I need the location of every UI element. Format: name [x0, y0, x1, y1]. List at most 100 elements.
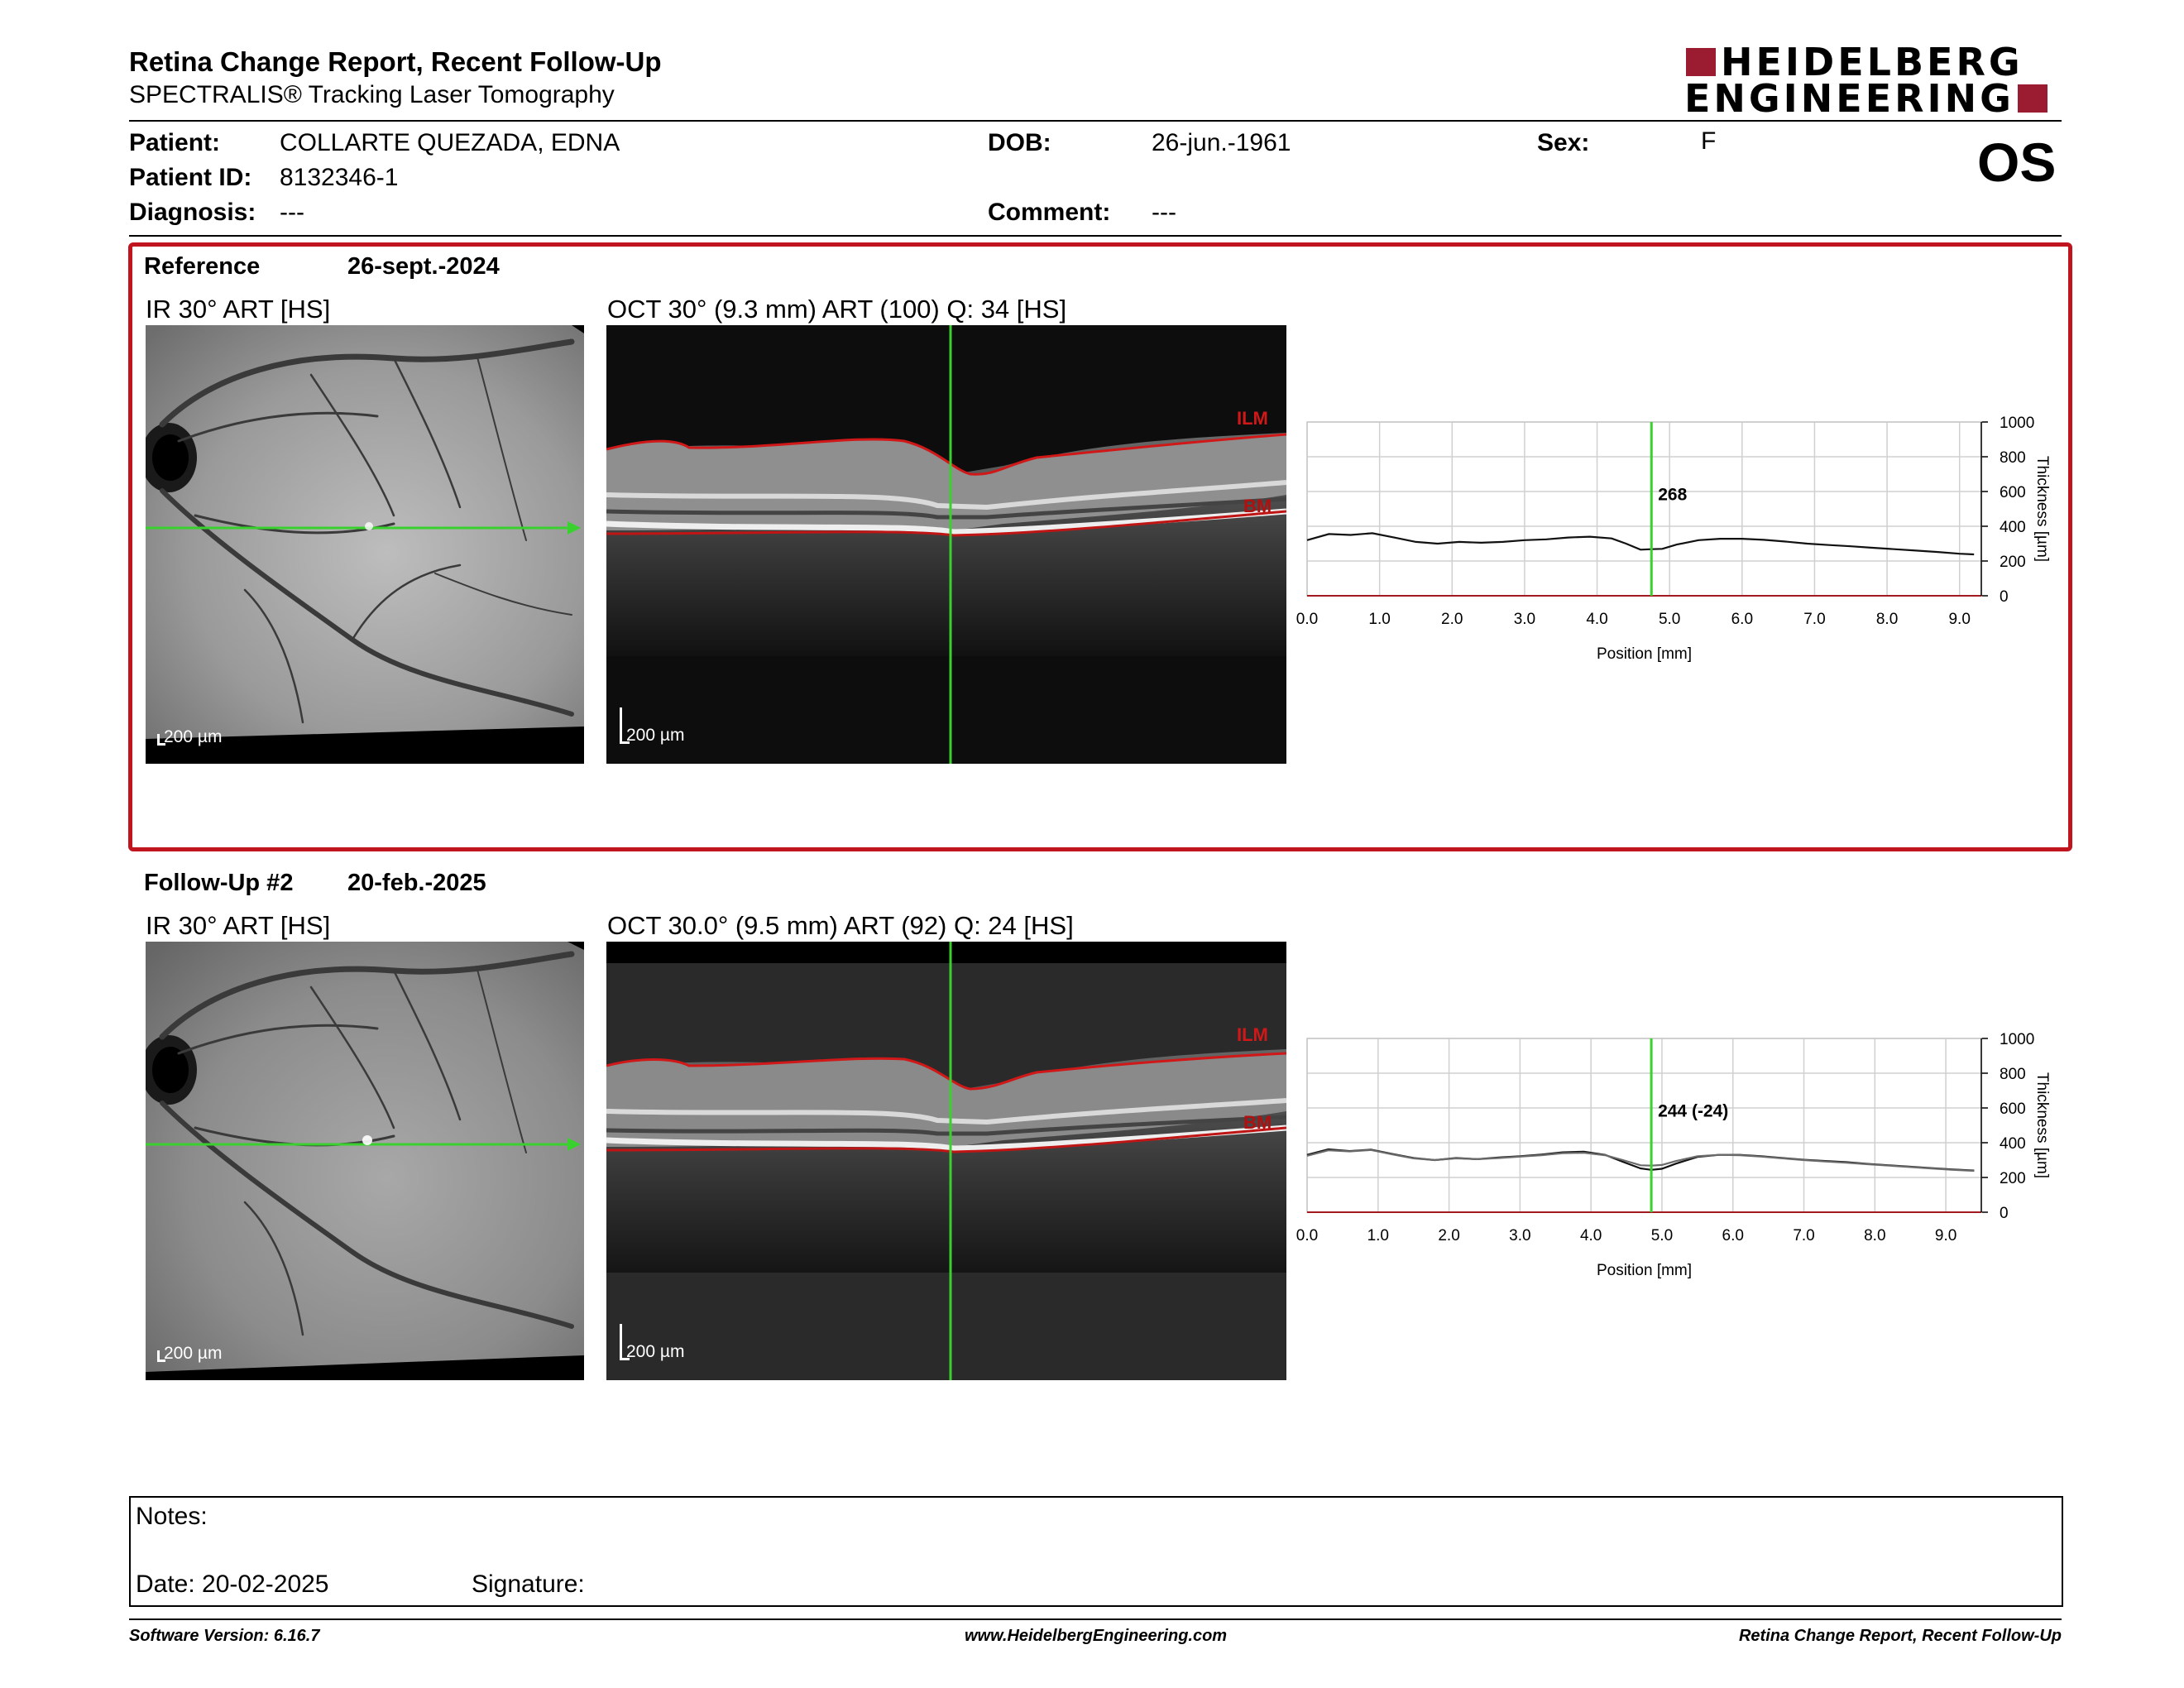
- signature-label: Signature:: [472, 1571, 585, 1598]
- reference-chart-xtick-label: 1.0: [1368, 611, 1390, 628]
- followup-chart-xtick-label: 3.0: [1509, 1227, 1530, 1244]
- reference-chart-series-line: [1306, 532, 1975, 556]
- patient-id-label: Patient ID:: [129, 164, 252, 191]
- followup-chart-xtick-label: 9.0: [1935, 1227, 1956, 1244]
- followup-thickness-chart: 0.0 1.0 2.0 3.0 4.0 5.0 6.0 7.0 8.0 9.0 0 200 400 600…: [1296, 1031, 2051, 1279]
- followup-ir-scalebar: [157, 1350, 160, 1362]
- followup-chart-series-line: [1306, 1148, 1975, 1172]
- reference-oct-scalebar: [620, 707, 622, 744]
- reference-chart-ytick-label: 0: [2000, 588, 2009, 606]
- followup-date: 20-feb.-2025: [347, 870, 486, 896]
- notes-date: Date: 20-02-2025: [136, 1571, 329, 1598]
- followup-ilm-label: ILM: [1237, 1024, 1268, 1045]
- reference-chart-xtick-label: 7.0: [1803, 611, 1825, 628]
- comment-value: ---: [1152, 199, 1176, 226]
- reference-chart-ytick-label: 200: [2000, 554, 2026, 571]
- followup-oct-label: OCT 30.0° (9.5 mm) ART (92) Q: 24 [HS]: [607, 911, 1074, 940]
- reference-oct-scale: 200 µm: [626, 726, 685, 745]
- reference-chart-ytick-label: 600: [2000, 484, 2026, 501]
- reference-label: Reference: [144, 253, 261, 280]
- reference-chart-cursor-label: 268: [1658, 486, 1687, 505]
- followup-chart-plot-frame: [1306, 1038, 1982, 1213]
- followup-chart-ytick-label: 1000: [2000, 1031, 2034, 1048]
- reference-chart-ytick-label: 1000: [2000, 415, 2034, 432]
- followup-chart-ytick-label: 600: [2000, 1101, 2026, 1118]
- reference-bm-label: BM: [1243, 496, 1272, 516]
- comment-label: Comment:: [988, 199, 1111, 226]
- diagnosis-label: Diagnosis:: [129, 199, 256, 226]
- followup-oct-image: ILM BM 200 µm: [606, 942, 1286, 1380]
- patient-label: Patient:: [129, 129, 221, 156]
- followup-chart-xlabel: Position [mm]: [1597, 1262, 1692, 1279]
- followup-oct-scalebar: [620, 1324, 622, 1360]
- followup-chart-xtick-label: 0.0: [1296, 1227, 1318, 1244]
- followup-chart-ylabel: Thickness [µm]: [2033, 1072, 2051, 1178]
- followup-chart-cursor-label: 244 (-24): [1658, 1102, 1728, 1121]
- followup-chart-ytick-label: 800: [2000, 1066, 2026, 1083]
- reference-chart-ylabel: Thickness [µm]: [2033, 456, 2051, 562]
- reference-ilm-label: ILM: [1237, 408, 1268, 429]
- reference-chart-xtick-label: 5.0: [1659, 611, 1680, 628]
- followup-chart-xtick-label: 5.0: [1651, 1227, 1673, 1244]
- reference-ir-label: IR 30° ART [HS]: [146, 295, 331, 324]
- sex-label: Sex:: [1537, 129, 1590, 156]
- reference-chart-xtick-label: 9.0: [1948, 611, 1970, 628]
- reference-ir-scale: 200 µm: [164, 727, 223, 746]
- eye-indicator: OS: [1977, 132, 2057, 193]
- reference-chart-xtick-label: 3.0: [1514, 611, 1535, 628]
- reference-oct-label: OCT 30° (9.3 mm) ART (100) Q: 34 [HS]: [607, 295, 1067, 324]
- notes-box[interactable]: Notes: Date: 20-02-2025 Signature:: [129, 1496, 2063, 1607]
- followup-chart-xtick-label: 1.0: [1367, 1227, 1389, 1244]
- diagnosis-value: ---: [280, 199, 304, 226]
- footer-software-version: Software Version: 6.16.7: [129, 1627, 320, 1645]
- followup-chart-xtick-label: 4.0: [1580, 1227, 1602, 1244]
- followup-chart-ytick-label: 200: [2000, 1170, 2026, 1187]
- followup-chart-xtick-label: 6.0: [1722, 1227, 1744, 1244]
- reference-chart-xtick-label: 8.0: [1876, 611, 1898, 628]
- reference-chart-plot-frame: [1306, 421, 1982, 597]
- followup-chart-xtick-label: 7.0: [1793, 1227, 1814, 1244]
- reference-chart-ytick-label: 800: [2000, 449, 2026, 467]
- reference-date: 26-sept.-2024: [347, 253, 500, 280]
- header-divider: [129, 120, 2062, 122]
- reference-ir-scalebar-h: [157, 743, 165, 746]
- patient-id-value: 8132346-1: [280, 164, 399, 191]
- followup-chart-xtick-label: 2.0: [1438, 1227, 1459, 1244]
- reference-chart-xtick-label: 6.0: [1731, 611, 1753, 628]
- patient-divider: [129, 235, 2062, 237]
- footer-report-name: Retina Change Report, Recent Follow-Up: [1738, 1627, 2062, 1645]
- sex-value: F: [1701, 127, 1717, 155]
- reference-chart-xtick-label: 0.0: [1296, 611, 1318, 628]
- reference-chart-xtick-label: 2.0: [1441, 611, 1463, 628]
- logo-square-left: [1686, 48, 1716, 76]
- notes-label: Notes:: [136, 1503, 208, 1530]
- logo-line2: ENGINEERING: [1684, 76, 2014, 121]
- dob-label: DOB:: [988, 129, 1051, 156]
- followup-chart-ytick-label: 400: [2000, 1135, 2026, 1153]
- followup-chart-xtick-label: 8.0: [1864, 1227, 1885, 1244]
- reference-chart-xtick-label: 4.0: [1586, 611, 1607, 628]
- footer-divider: [129, 1618, 2062, 1620]
- followup-oct-scale: 200 µm: [626, 1342, 685, 1361]
- followup-ir-scalebar-h: [157, 1360, 165, 1362]
- reference-frame: [128, 242, 2072, 851]
- reference-chart-ytick-label: 400: [2000, 519, 2026, 536]
- followup-ir-label: IR 30° ART [HS]: [146, 911, 331, 940]
- reference-oct-scalebar-h: [620, 741, 630, 744]
- followup-bm-label: BM: [1243, 1112, 1272, 1133]
- reference-thickness-chart: 0.0 1.0 2.0 3.0 4.0 5.0 6.0 7.0 8.0 9.0 0 200 400 600…: [1296, 415, 2051, 663]
- followup-label: Follow-Up #2: [144, 870, 294, 896]
- footer-website[interactable]: www.HeidelbergEngineering.com: [965, 1627, 1228, 1645]
- followup-chart-ytick-label: 0: [2000, 1205, 2009, 1222]
- dob-value: 26-jun.-1961: [1152, 129, 1291, 156]
- followup-chart-series-line: [1306, 1149, 1975, 1172]
- logo-square-right: [2017, 84, 2048, 113]
- logo-line1: HEIDELBERG: [1721, 40, 2024, 84]
- followup-ir-scale: 200 µm: [164, 1344, 223, 1363]
- reference-ir-scalebar: [157, 734, 160, 746]
- followup-ir-image: 200 µm: [146, 942, 584, 1380]
- reference-chart-xlabel: Position [mm]: [1597, 645, 1692, 663]
- reference-oct-image: ILM BM 200 µm: [606, 325, 1286, 764]
- reference-ir-image: 200 µm: [146, 325, 584, 764]
- report-subtitle: SPECTRALIS® Tracking Laser Tomography: [129, 81, 615, 108]
